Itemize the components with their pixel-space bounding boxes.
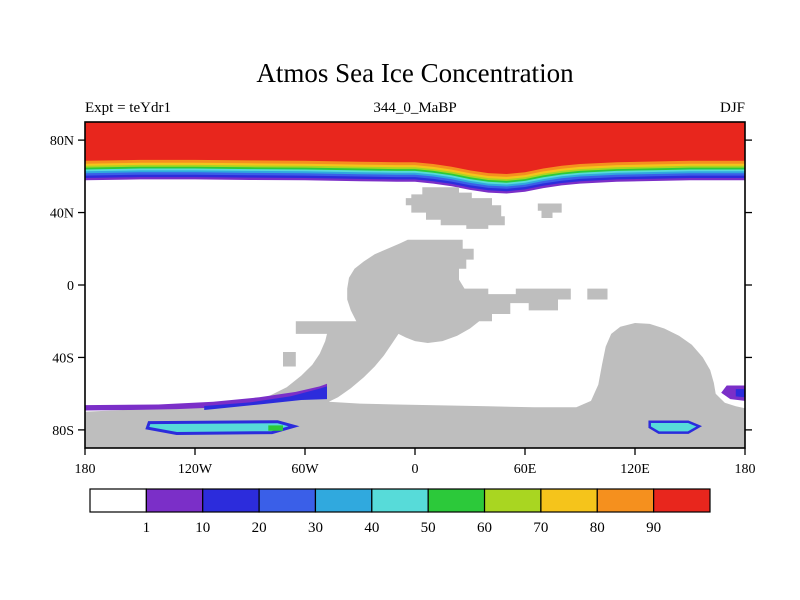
colorbar-label: 30 (308, 520, 323, 536)
x-tick-label: 60W (291, 462, 319, 477)
experiment-label: Expt = teYdr1 (85, 100, 171, 116)
colorbar-box (427, 488, 486, 513)
chart-title: Atmos Sea Ice Concentration (256, 58, 574, 88)
colorbar-box (483, 488, 542, 513)
south-ice-southwest-green-speck (268, 425, 283, 431)
x-tick-label: 180 (735, 462, 756, 477)
colorbar-box (371, 488, 429, 513)
south-ice-east-edge-blue (735, 389, 745, 398)
x-tick-label: 0 (412, 462, 419, 477)
y-tick-label: 80N (50, 134, 74, 149)
south-ice-southwest-blue-wedge (204, 386, 327, 410)
colorbar-box (596, 488, 655, 513)
south-ice-southwest-purple-band (85, 383, 327, 411)
colorbar-box (653, 488, 711, 513)
south-ice-southwest-cyan-bay (145, 420, 300, 436)
y-tick-label: 80S (52, 424, 74, 439)
colorbar-label: 80 (590, 520, 605, 536)
season-label: DJF (719, 100, 745, 116)
x-tick-label: 60E (514, 462, 537, 477)
x-tick-label: 180 (75, 462, 96, 477)
colorbar-box (258, 488, 317, 513)
colorbar-label: 90 (646, 520, 661, 536)
colorbar-box (540, 488, 598, 513)
y-tick-label: 40S (52, 351, 74, 366)
colorbar-label: 50 (421, 520, 436, 536)
subtitle-label: 344_0_MaBP (373, 100, 457, 116)
colorbar-box (314, 488, 373, 513)
landmass-northeast-blob (537, 203, 562, 218)
colorbar-label: 20 (252, 520, 267, 536)
colorbar-box (89, 488, 147, 513)
landmass-east-islet (587, 288, 608, 300)
landmass-north-blob (405, 187, 505, 229)
colorbar-label: 10 (195, 520, 210, 536)
colorbar-label: 1 (143, 520, 151, 536)
colorbar-label: 60 (477, 520, 492, 536)
colorbar-box (145, 488, 204, 513)
colorbar-box (202, 488, 260, 513)
colorbar-label: 70 (533, 520, 548, 536)
landmass-west-islet (283, 352, 296, 367)
north-ice-band-ge-90 (85, 122, 745, 174)
y-tick-label: 40N (50, 207, 74, 222)
x-tick-label: 120W (178, 462, 213, 477)
south-ice-southeast-cyan-bay (648, 420, 703, 434)
x-tick-label: 120E (620, 462, 650, 477)
y-tick-label: 0 (67, 279, 74, 294)
colorbar-label: 40 (364, 520, 379, 536)
